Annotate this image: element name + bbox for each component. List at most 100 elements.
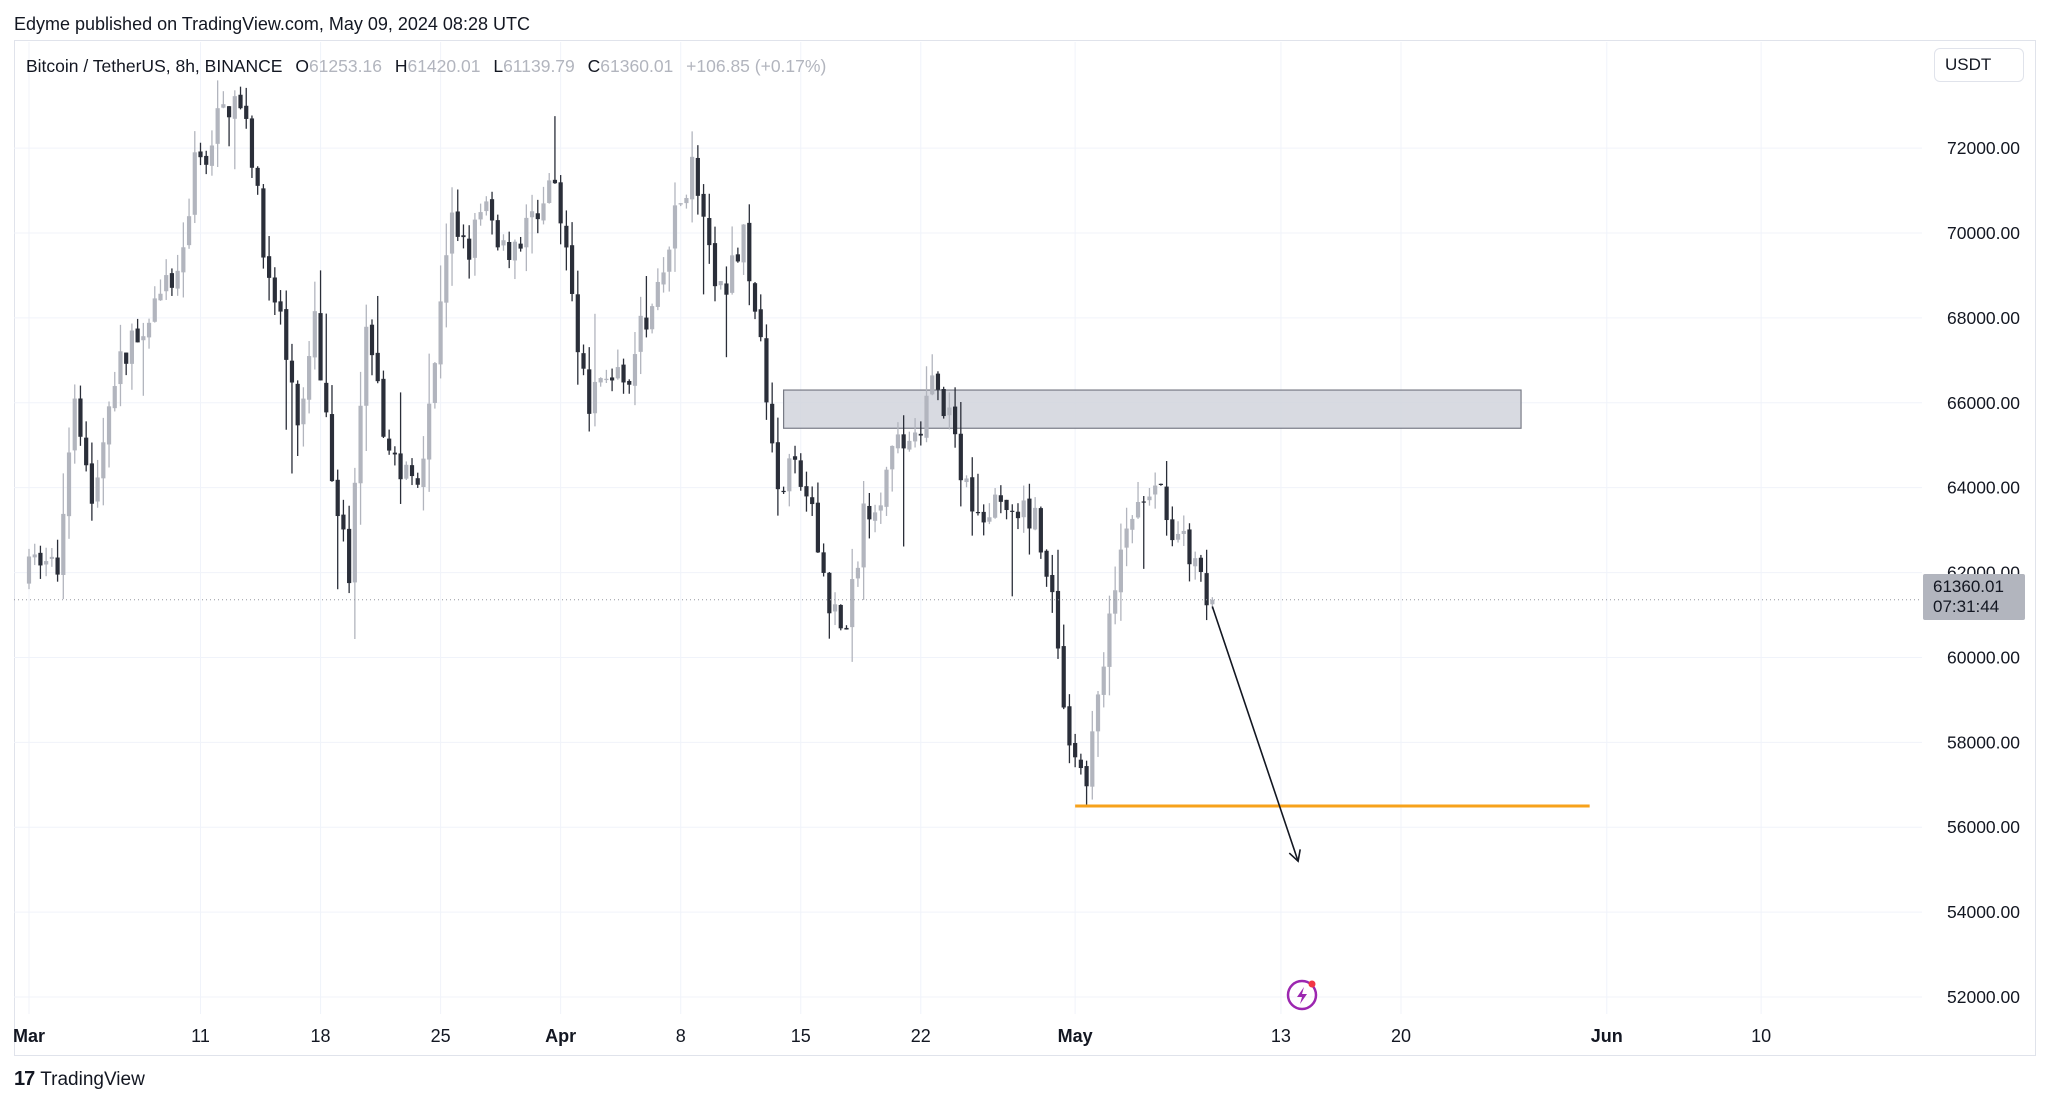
x-tick-label: 11 bbox=[191, 1026, 210, 1046]
candle-body bbox=[672, 205, 678, 249]
candle-body bbox=[289, 360, 295, 383]
candle-body bbox=[181, 247, 186, 273]
candle-body bbox=[918, 433, 923, 436]
overlay-layer bbox=[14, 599, 1922, 863]
drawings-layer bbox=[782, 389, 1522, 429]
flash-icon[interactable] bbox=[1286, 979, 1318, 1011]
candle-body bbox=[26, 556, 32, 584]
candle-body bbox=[244, 105, 249, 119]
candle-body bbox=[112, 386, 117, 409]
candle-body bbox=[712, 243, 718, 287]
candle-body bbox=[1118, 549, 1123, 593]
candle-body bbox=[55, 557, 60, 575]
candle-body bbox=[484, 201, 489, 212]
candle-body bbox=[558, 182, 563, 224]
candle-body bbox=[1090, 731, 1095, 787]
candle-body bbox=[724, 283, 729, 295]
projection-arrow bbox=[1211, 606, 1299, 862]
currency-button[interactable]: USDT bbox=[1934, 48, 2024, 82]
candle-body bbox=[730, 255, 735, 293]
candle-body bbox=[1027, 498, 1032, 529]
candle-body bbox=[461, 235, 466, 238]
candle-body bbox=[272, 277, 277, 303]
candle-body bbox=[1067, 706, 1072, 746]
candle-body bbox=[615, 367, 620, 379]
candle-body bbox=[838, 604, 843, 629]
candle-body bbox=[501, 240, 506, 246]
candle-body bbox=[352, 482, 357, 583]
candle-body bbox=[1055, 590, 1061, 649]
candle-body bbox=[935, 373, 941, 390]
candle-body bbox=[1004, 499, 1009, 511]
candle-body bbox=[787, 458, 792, 492]
candle-body bbox=[1050, 575, 1055, 593]
candle-body bbox=[1061, 646, 1066, 708]
candle-body bbox=[655, 281, 660, 307]
x-tick-label: 22 bbox=[911, 1026, 931, 1046]
candle-body bbox=[1210, 599, 1215, 605]
y-tick-label: 66000.00 bbox=[1947, 393, 2020, 413]
candle-body bbox=[610, 377, 615, 381]
candle-body bbox=[387, 438, 392, 451]
x-tick-label: 25 bbox=[431, 1026, 451, 1046]
candle-body bbox=[295, 383, 300, 426]
candle-body bbox=[432, 363, 437, 403]
candle-body bbox=[186, 216, 192, 246]
candle-body bbox=[987, 517, 992, 522]
candle-body bbox=[524, 217, 529, 248]
symbol-name[interactable]: Bitcoin / TetherUS, 8h, BINANCE bbox=[26, 56, 283, 76]
tradingview-brand: TradingView bbox=[40, 1068, 145, 1090]
candle-body bbox=[467, 238, 472, 260]
open-value: 61253.16 bbox=[308, 56, 382, 76]
candle-body bbox=[958, 433, 963, 481]
candle-body bbox=[1033, 507, 1038, 530]
last-price-value: 61360.01 bbox=[1933, 577, 2004, 596]
tradingview-footer[interactable]: 17 TradingView bbox=[14, 1068, 145, 1091]
candle-body bbox=[318, 313, 323, 381]
candle-body bbox=[1175, 533, 1181, 540]
candle-body bbox=[752, 283, 758, 312]
open-label: O bbox=[295, 56, 309, 76]
candle-body bbox=[106, 406, 112, 445]
y-tick-label: 58000.00 bbox=[1947, 732, 2020, 752]
candle-body bbox=[792, 456, 798, 460]
candle-body bbox=[255, 167, 260, 186]
candle-body bbox=[1101, 666, 1106, 695]
candle-body bbox=[975, 511, 981, 514]
candle-body bbox=[449, 212, 455, 254]
candle-body bbox=[312, 311, 317, 358]
candle-body bbox=[998, 495, 1003, 502]
candle-body bbox=[575, 294, 580, 353]
candle-body bbox=[867, 505, 872, 520]
candle-body bbox=[409, 465, 415, 477]
candle-body bbox=[358, 405, 363, 484]
x-tick-label: 18 bbox=[311, 1026, 331, 1046]
candle-body bbox=[364, 326, 369, 406]
candle-body bbox=[547, 180, 552, 203]
candle-body bbox=[347, 528, 352, 584]
bar-countdown: 07:31:44 bbox=[1933, 597, 2000, 616]
candle-body bbox=[455, 211, 460, 237]
low-label: L bbox=[493, 56, 504, 76]
candle-body bbox=[438, 301, 443, 365]
candle-body bbox=[369, 324, 375, 356]
candle-body bbox=[770, 403, 775, 444]
candle-body bbox=[375, 352, 380, 382]
y-tick-label: 54000.00 bbox=[1947, 902, 2020, 922]
x-tick-label: 15 bbox=[791, 1026, 811, 1046]
grid-layer bbox=[14, 42, 1922, 1014]
candle-body bbox=[495, 220, 500, 248]
candle-body bbox=[552, 179, 558, 184]
candle-body bbox=[804, 486, 809, 497]
candle-body bbox=[1130, 518, 1135, 530]
candle-body bbox=[798, 460, 803, 487]
candle-body bbox=[398, 453, 403, 480]
candle-body bbox=[101, 442, 106, 479]
candle-body bbox=[146, 322, 152, 338]
candle-body bbox=[701, 193, 706, 217]
symbol-legend[interactable]: Bitcoin / TetherUS, 8h, BINANCE O61253.1… bbox=[26, 56, 826, 77]
chart-frame[interactable] bbox=[14, 40, 2036, 1056]
candle-body bbox=[993, 494, 998, 518]
candle-body bbox=[507, 241, 512, 260]
